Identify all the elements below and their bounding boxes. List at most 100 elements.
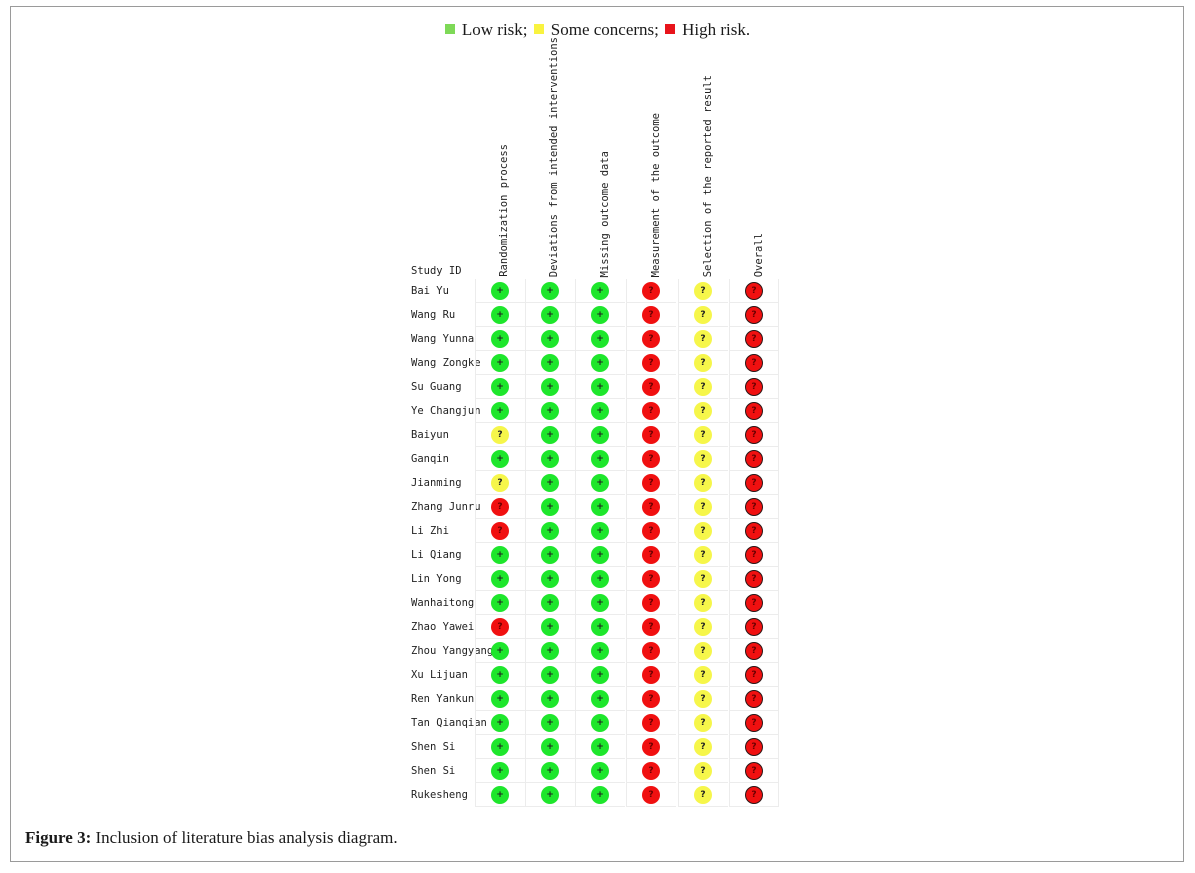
rating-cell: ?: [729, 663, 779, 687]
risk-low-icon: +: [541, 450, 559, 468]
rating-cell: ?: [729, 447, 779, 471]
rating-cell: ?: [678, 327, 728, 351]
rating-cell: ?: [678, 351, 728, 375]
rating-cell: +: [475, 327, 525, 351]
rating-cell: ?: [729, 687, 779, 711]
risk-high-icon: ?: [745, 378, 763, 396]
caption-text: Inclusion of literature bias analysis di…: [91, 828, 398, 847]
risk-high-icon: ?: [745, 570, 763, 588]
risk-low-icon: +: [591, 330, 609, 348]
risk-high-icon: ?: [491, 618, 509, 636]
risk-low-icon: +: [491, 666, 509, 684]
rating-cell: +: [475, 351, 525, 375]
risk-low-icon: +: [591, 642, 609, 660]
risk-high-icon: ?: [642, 450, 660, 468]
rating-cell: +: [475, 591, 525, 615]
rating-cell: ?: [678, 519, 728, 543]
risk-low-icon: +: [491, 738, 509, 756]
legend-swatch-high: [665, 24, 676, 34]
study-row: Shen Si + + +???: [405, 735, 785, 759]
rating-cell: +: [525, 711, 575, 735]
risk-low-icon: +: [591, 786, 609, 804]
study-row: Wang Zongke + + +???: [405, 351, 785, 375]
risk-low-icon: +: [591, 282, 609, 300]
rating-cell: ?: [626, 303, 676, 327]
rating-cell: +: [575, 759, 625, 783]
study-name: Zhao Yawei: [411, 621, 475, 633]
caption-label: Figure 3:: [25, 828, 92, 847]
rating-cell: ?: [729, 279, 779, 303]
rating-cell: ?: [729, 543, 779, 567]
rating-cell: ?: [678, 783, 728, 807]
study-name: Wang Zongke: [411, 357, 481, 369]
risk-high-icon: ?: [745, 354, 763, 372]
rating-cell: +: [575, 399, 625, 423]
risk-low-icon: +: [491, 378, 509, 396]
rating-cell: ?: [678, 567, 728, 591]
rating-cell: +: [575, 543, 625, 567]
domain-header-randomization: Randomization process: [498, 144, 510, 277]
study-name: Jianming: [411, 477, 462, 489]
study-row: Jianming? + +???: [405, 471, 785, 495]
risk-low-icon: +: [591, 402, 609, 420]
rating-cell: +: [575, 663, 625, 687]
risk-low-icon: +: [541, 594, 559, 612]
risk-some-icon: ?: [694, 474, 712, 492]
rating-cell: +: [525, 351, 575, 375]
domain-header-selection: Selection of the reported result: [702, 74, 714, 277]
risk-some-icon: ?: [491, 474, 509, 492]
risk-high-icon: ?: [642, 498, 660, 516]
risk-low-icon: +: [591, 474, 609, 492]
risk-low-icon: +: [541, 618, 559, 636]
rating-cell: ?: [626, 351, 676, 375]
risk-high-icon: ?: [642, 546, 660, 564]
rating-cell: +: [475, 399, 525, 423]
risk-high-icon: ?: [745, 474, 763, 492]
rating-cell: ?: [729, 783, 779, 807]
legend-label-some: Some concerns;: [550, 20, 659, 39]
rating-cell: +: [525, 279, 575, 303]
study-row: Lin Yong + + +???: [405, 567, 785, 591]
risk-low-icon: +: [541, 330, 559, 348]
rating-cell: ?: [626, 663, 676, 687]
rating-cell: +: [525, 471, 575, 495]
risk-low-icon: +: [541, 426, 559, 444]
rating-cell: ?: [475, 471, 525, 495]
risk-some-icon: ?: [694, 738, 712, 756]
risk-low-icon: +: [541, 714, 559, 732]
risk-low-icon: +: [591, 378, 609, 396]
study-row: Baiyun? + +???: [405, 423, 785, 447]
risk-high-icon: ?: [745, 642, 763, 660]
rating-cell: ?: [626, 543, 676, 567]
risk-low-icon: +: [491, 642, 509, 660]
rating-cell: +: [525, 519, 575, 543]
rating-cell: +: [475, 783, 525, 807]
study-name: Baiyun: [411, 429, 449, 441]
rating-cell: +: [525, 375, 575, 399]
risk-low-icon: +: [491, 450, 509, 468]
study-name: Li Qiang: [411, 549, 462, 561]
rating-cell: +: [575, 735, 625, 759]
rating-cell: ?: [475, 495, 525, 519]
risk-high-icon: ?: [642, 522, 660, 540]
rating-cell: +: [475, 639, 525, 663]
rating-cell: ?: [678, 471, 728, 495]
risk-low-icon: +: [591, 714, 609, 732]
study-name: Rukesheng: [411, 789, 468, 801]
risk-low-icon: +: [591, 618, 609, 636]
rating-cell: ?: [729, 327, 779, 351]
rating-cell: +: [575, 447, 625, 471]
study-name: Bai Yu: [411, 285, 449, 297]
risk-high-icon: ?: [745, 786, 763, 804]
rating-cell: +: [525, 663, 575, 687]
rating-cell: ?: [626, 687, 676, 711]
study-name: Zhou Yangyang: [411, 645, 494, 657]
rating-cell: +: [475, 711, 525, 735]
risk-some-icon: ?: [694, 330, 712, 348]
risk-low-icon: +: [491, 282, 509, 300]
risk-low-icon: +: [491, 714, 509, 732]
rating-cell: ?: [626, 759, 676, 783]
rating-cell: ?: [729, 615, 779, 639]
rating-cell: +: [525, 783, 575, 807]
risk-high-icon: ?: [745, 594, 763, 612]
